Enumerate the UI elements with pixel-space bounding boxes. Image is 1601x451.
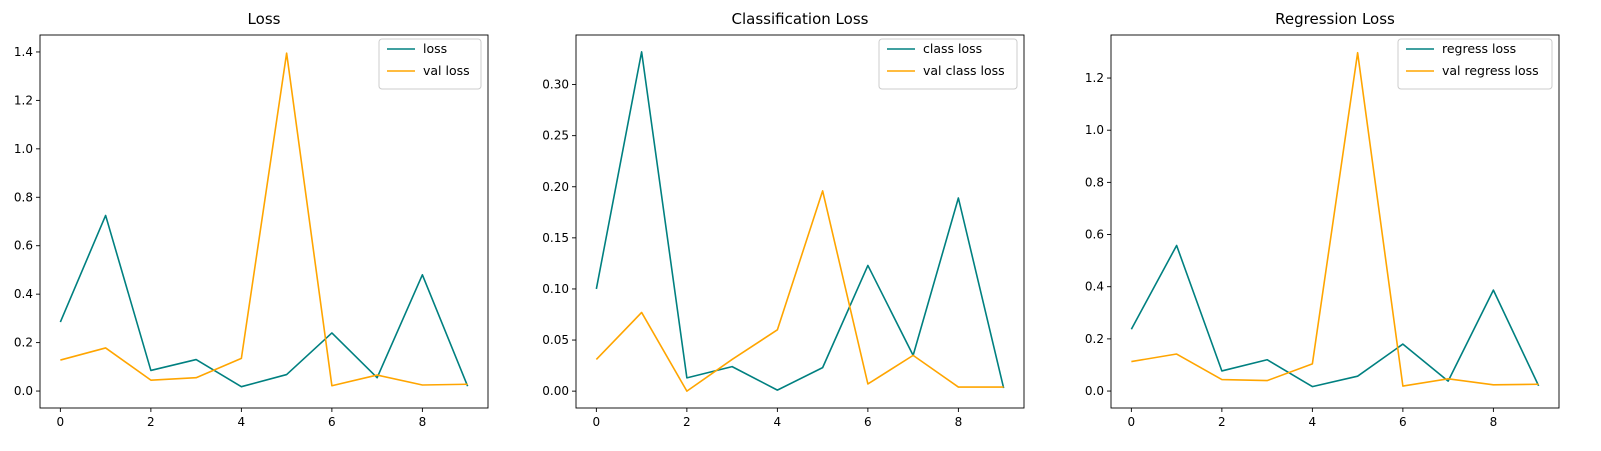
legend-label: val loss xyxy=(423,63,470,78)
y-tick-label: 0.8 xyxy=(14,190,33,204)
y-tick-label: 0.25 xyxy=(542,129,569,143)
chart-panel-3: Regression Loss 0 2 4 6 8 0.0 0.2 0.4 0.6 0.8 1.0 1.… xyxy=(1085,10,1560,429)
legend-label: regress loss xyxy=(1442,41,1516,56)
chart-title: Regression Loss xyxy=(1275,10,1395,28)
y-tick-label: 0.6 xyxy=(14,239,33,253)
legend: regress loss val regress loss xyxy=(1397,38,1553,90)
x-tick-label: 8 xyxy=(955,415,963,429)
legend-box xyxy=(378,38,482,90)
y-tick-label: 1.2 xyxy=(14,93,33,107)
x-tick-label: 6 xyxy=(864,415,872,429)
y-tick-label: 0.8 xyxy=(1085,175,1104,189)
x-tick-label: 6 xyxy=(328,415,336,429)
y-tick-label: 1.0 xyxy=(14,142,33,156)
legend-box xyxy=(878,38,1018,90)
series-line-val-regress-loss xyxy=(1131,51,1539,387)
series-line-class-loss xyxy=(595,51,1005,391)
plot-frame xyxy=(39,34,489,409)
series-line-val-loss xyxy=(60,52,468,387)
y-tick-label: 0.05 xyxy=(542,333,569,347)
y-tick-label: 0.6 xyxy=(1085,228,1104,242)
legend-label: val regress loss xyxy=(1442,63,1539,78)
y-tick-label: 0.2 xyxy=(14,336,33,350)
plot-frame xyxy=(1110,34,1560,409)
chart-title: Loss xyxy=(248,10,281,28)
y-tick-label: 0.2 xyxy=(1085,332,1104,346)
legend-box xyxy=(1397,38,1553,90)
series-line-regress-loss xyxy=(1130,244,1540,388)
y-tick-label: 0.10 xyxy=(542,282,569,296)
y-tick-label: 1.0 xyxy=(1085,123,1104,137)
x-tick-label: 4 xyxy=(1309,415,1317,429)
x-tick-label: 0 xyxy=(593,415,601,429)
chart-panel-1: Loss 0 2 4 6 8 0.0 0.2 0.4 0.6 0.8 1.0 1.2 1.4 loss val… xyxy=(14,10,489,429)
x-tick-label: 4 xyxy=(238,415,246,429)
legend-label: val class loss xyxy=(923,63,1005,78)
y-tick-label: 0.0 xyxy=(14,384,33,398)
y-tick-label: 0.00 xyxy=(542,384,569,398)
x-tick-label: 8 xyxy=(1490,415,1498,429)
x-tick-label: 0 xyxy=(57,415,65,429)
x-tick-label: 8 xyxy=(419,415,427,429)
legend-label: class loss xyxy=(923,41,982,56)
y-tick-label: 0.4 xyxy=(1085,280,1104,294)
legend: loss val loss xyxy=(378,38,482,90)
legend-label: loss xyxy=(423,41,447,56)
y-tick-label: 0.15 xyxy=(542,231,569,245)
plot-frame xyxy=(575,34,1025,409)
legend: class loss val class loss xyxy=(878,38,1018,90)
y-tick-label: 1.2 xyxy=(1085,71,1104,85)
x-tick-label: 6 xyxy=(1399,415,1407,429)
x-tick-label: 2 xyxy=(1218,415,1226,429)
x-tick-label: 4 xyxy=(774,415,782,429)
x-tick-label: 0 xyxy=(1128,415,1136,429)
x-tick-label: 2 xyxy=(683,415,691,429)
chart-title: Classification Loss xyxy=(732,10,869,28)
x-tick-label: 2 xyxy=(147,415,155,429)
series-line-loss xyxy=(59,214,469,388)
y-tick-label: 0.20 xyxy=(542,180,569,194)
series-line-val-class-loss xyxy=(595,190,1004,392)
y-tick-label: 0.4 xyxy=(14,287,33,301)
chart-panel-2: Classification Loss 0 2 4 6 8 0.00 0.05 0.10 0.15… xyxy=(542,10,1025,429)
y-tick-label: 1.4 xyxy=(14,45,33,59)
y-tick-label: 0.30 xyxy=(542,78,569,92)
y-tick-label: 0.0 xyxy=(1085,384,1104,398)
